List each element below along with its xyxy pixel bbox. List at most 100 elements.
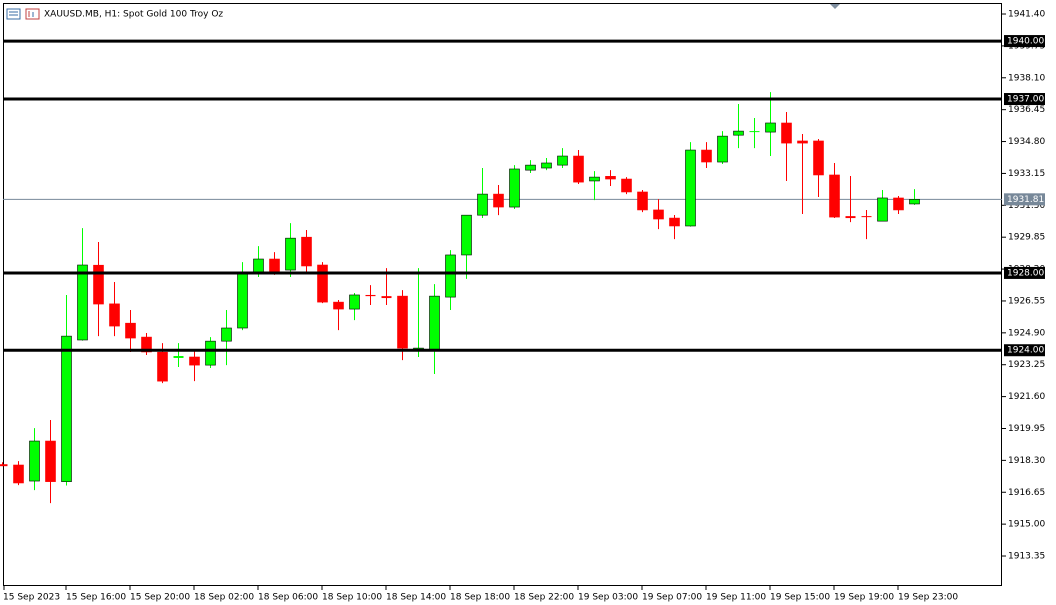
y-tick-label: 1941.40 bbox=[1008, 10, 1045, 20]
candle-body bbox=[109, 303, 120, 327]
candle-body bbox=[93, 264, 104, 305]
candle-body bbox=[541, 162, 552, 169]
y-tick-label: 1913.35 bbox=[1008, 552, 1045, 562]
x-tick-label: 18 Sep 06:00 bbox=[258, 593, 318, 603]
candle-body bbox=[813, 140, 824, 176]
candle-body bbox=[301, 236, 312, 267]
candle-body bbox=[365, 294, 376, 297]
candle-body bbox=[797, 140, 808, 144]
y-tick-label: 1923.25 bbox=[1008, 360, 1045, 370]
candle-body bbox=[269, 258, 280, 273]
x-tick-label: 19 Sep 11:00 bbox=[706, 593, 766, 603]
candle-body bbox=[461, 214, 472, 256]
x-tick-label: 15 Sep 20:00 bbox=[130, 593, 190, 603]
level-label: 1928.00 bbox=[1007, 268, 1044, 278]
y-tick-label: 1931.50 bbox=[1008, 201, 1045, 211]
candle-body bbox=[861, 216, 872, 218]
x-tick-label: 18 Sep 18:00 bbox=[450, 593, 510, 603]
x-tick-label: 19 Sep 19:00 bbox=[834, 593, 894, 603]
shift-marker bbox=[830, 4, 840, 9]
candle-body bbox=[589, 176, 600, 182]
y-tick-label: 1921.60 bbox=[1008, 392, 1045, 402]
candle-body bbox=[509, 168, 520, 208]
candle-body bbox=[381, 296, 392, 299]
candle-body bbox=[29, 440, 40, 482]
y-tick-label: 1919.95 bbox=[1008, 424, 1045, 434]
candle-body bbox=[349, 294, 360, 310]
candle-body bbox=[909, 199, 920, 205]
y-tick-label: 1916.65 bbox=[1008, 488, 1045, 498]
candle-body bbox=[717, 135, 728, 163]
candle-body bbox=[13, 464, 24, 484]
level-label-box bbox=[1004, 344, 1045, 357]
y-tick-label: 1915.00 bbox=[1008, 520, 1045, 530]
candle-body bbox=[189, 356, 200, 366]
candle-body bbox=[237, 271, 248, 329]
candle-body bbox=[573, 155, 584, 183]
candle-body bbox=[445, 254, 456, 298]
y-tick-label: 1938.10 bbox=[1008, 73, 1045, 83]
chart-icons bbox=[6, 8, 40, 20]
plot-frame bbox=[3, 3, 1002, 586]
x-tick-label: 19 Sep 15:00 bbox=[770, 593, 830, 603]
candle-body bbox=[493, 193, 504, 208]
x-tick-label: 15 Sep 2023 bbox=[3, 593, 60, 603]
y-tick-label: 1934.80 bbox=[1008, 137, 1045, 147]
candle-body bbox=[61, 335, 72, 482]
candle-body bbox=[221, 327, 232, 342]
candle-body bbox=[621, 178, 632, 193]
level-label: 1924.00 bbox=[1007, 346, 1044, 356]
candle-body bbox=[317, 264, 328, 303]
x-tick-label: 19 Sep 07:00 bbox=[642, 593, 702, 603]
y-tick-label: 1926.55 bbox=[1008, 296, 1045, 306]
candle-body bbox=[397, 295, 408, 349]
level-label-box bbox=[1004, 35, 1045, 48]
y-tick-label: 1918.30 bbox=[1008, 456, 1045, 466]
candle-body bbox=[877, 197, 888, 222]
candle-body bbox=[781, 122, 792, 144]
level-label: 1937.00 bbox=[1007, 95, 1044, 105]
candle-body bbox=[845, 216, 856, 219]
candle-body bbox=[285, 237, 296, 271]
candle-body bbox=[45, 440, 56, 482]
chart-title: XAUUSD.MB, H1: Spot Gold 100 Troy Oz bbox=[44, 10, 223, 20]
candle-body bbox=[429, 295, 440, 351]
candle-body bbox=[253, 258, 264, 273]
y-tick-label: 1929.85 bbox=[1008, 233, 1045, 243]
current-price-label: 1931.81 bbox=[1007, 195, 1044, 205]
level-label: 1940.00 bbox=[1007, 37, 1044, 47]
x-tick-label: 18 Sep 02:00 bbox=[194, 593, 254, 603]
candle-body bbox=[765, 122, 776, 133]
candle-body bbox=[829, 174, 840, 218]
candle-body bbox=[525, 164, 536, 171]
level-label-box bbox=[1004, 266, 1045, 279]
candle-body bbox=[77, 264, 88, 341]
candle-body bbox=[125, 322, 136, 339]
current-price-box bbox=[1004, 193, 1045, 206]
y-tick-label: 1936.45 bbox=[1008, 105, 1045, 115]
x-tick-label: 18 Sep 22:00 bbox=[514, 593, 574, 603]
candle-body bbox=[333, 301, 344, 310]
candle-body bbox=[653, 209, 664, 220]
candle-body bbox=[141, 336, 152, 353]
candle-body bbox=[685, 149, 696, 227]
candle-body bbox=[173, 356, 184, 358]
candle-body bbox=[701, 149, 712, 163]
candle-body bbox=[749, 131, 760, 133]
candle-body bbox=[893, 197, 904, 211]
candle-body bbox=[557, 155, 568, 166]
candle-body bbox=[205, 340, 216, 366]
x-tick-label: 18 Sep 10:00 bbox=[322, 593, 382, 603]
x-tick-label: 19 Sep 03:00 bbox=[578, 593, 638, 603]
level-label-box bbox=[1004, 93, 1045, 106]
y-tick-label: 1933.15 bbox=[1008, 169, 1045, 179]
candle-body bbox=[477, 193, 488, 216]
candle-body bbox=[605, 176, 616, 180]
x-tick-label: 15 Sep 16:00 bbox=[66, 593, 126, 603]
x-tick-label: 19 Sep 23:00 bbox=[898, 593, 958, 603]
candle-body bbox=[669, 217, 680, 227]
candle-body bbox=[0, 464, 8, 467]
x-tick-label: 18 Sep 14:00 bbox=[386, 593, 446, 603]
